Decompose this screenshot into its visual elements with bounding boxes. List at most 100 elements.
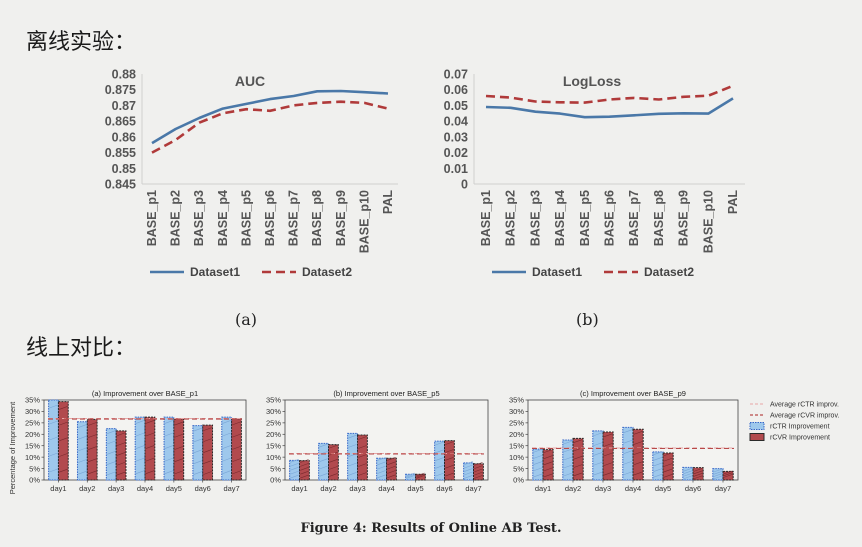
auc-x-tick: BASE_p1 xyxy=(145,190,159,246)
logloss-y-tick: 0.07 xyxy=(444,68,468,82)
logloss-x-tick: BASE_p7 xyxy=(627,190,641,246)
imp_p1-bar-hatch xyxy=(164,445,174,449)
imp_p1-y-tick: 10% xyxy=(25,453,40,462)
imp_p9-bar-hatch xyxy=(563,456,573,461)
imp_p9-bar-hatch xyxy=(633,451,643,455)
imp_p5-title: (b) Improvement over BASE_p5 xyxy=(333,389,439,398)
imp_p5-x-tick: day5 xyxy=(407,484,423,493)
imp_p1-bar-hatch xyxy=(87,470,97,475)
logloss-chart: 0 0.01 0.02 0.030.04 0.05 0.060.07 BASE_p1 BASE… xyxy=(444,68,745,279)
logloss-y-tick: 0.04 xyxy=(444,115,468,129)
imp_p9-bar-hatch xyxy=(693,475,703,480)
logloss-y-tick: 0.02 xyxy=(444,146,468,160)
imp_p9-bar-rcvr xyxy=(572,437,584,481)
imp_p5-y-tick: 0% xyxy=(270,476,281,485)
imp_p1-bar-hatch xyxy=(222,470,231,474)
imp_p9-bar-hatch xyxy=(723,472,733,476)
imp_p5-bar-hatch xyxy=(329,466,338,470)
imp_p1-bar-hatch xyxy=(87,422,97,426)
imp_p1-bar-hatch xyxy=(222,432,231,437)
imp_p5-bar-hatch xyxy=(445,472,454,477)
imp_p5-bar-hatch xyxy=(406,472,415,477)
imp_p5-y-tick: 35% xyxy=(266,396,281,405)
imp_p1-bar-hatch xyxy=(78,459,87,463)
imp_p1-bar-hatch xyxy=(87,446,97,450)
imp_p5-bar-rcvr xyxy=(386,457,397,481)
imp_p1-y-tick: 20% xyxy=(25,430,40,439)
imp_p9-bar-hatch xyxy=(563,464,573,469)
imp_p9-bar-rcvr xyxy=(542,449,554,481)
imp_p5-bar-hatch xyxy=(387,470,396,474)
logloss-y-tick: 0.06 xyxy=(444,83,468,97)
imp_p1-x-tick: day6 xyxy=(195,484,211,493)
logloss-y-tick: 0.05 xyxy=(444,99,468,113)
imp_p5-bar-hatch xyxy=(435,441,444,446)
auc-x-tick: BASE_p5 xyxy=(239,190,253,246)
imp_p9-bar-hatch xyxy=(653,462,663,467)
imp_p5-bar-hatch xyxy=(319,443,328,448)
imp_p5-bar-hatch xyxy=(445,464,454,469)
imp_p5-bar-hatch xyxy=(474,471,483,476)
imp_p5-bar-hatch xyxy=(435,449,444,454)
logloss-y-tick: 0 xyxy=(461,178,468,192)
improvement-p9-chart: 0% 5% 10% 15% 20% 25% 30% 35% day1 day2 day3 day4 da… xyxy=(509,389,739,493)
imp_p5-bar-hatch xyxy=(300,467,309,471)
imp_p5-bar-hatch xyxy=(474,468,483,473)
imp_p1-bar-hatch xyxy=(78,470,87,475)
imp_p1-bar-hatch xyxy=(135,470,145,474)
imp_p1-bar-rcvr xyxy=(57,401,69,481)
imp_p5-bar-hatch xyxy=(474,465,483,469)
imp_p5-x-tick: day4 xyxy=(378,484,394,493)
auc-y-tick: 0.865 xyxy=(105,115,136,129)
imp_p5-bar-hatch xyxy=(290,470,299,475)
imp_p9-bar-hatch xyxy=(593,442,603,446)
imp_p1-bar-hatch xyxy=(87,434,97,438)
imp_p1-bar-hatch xyxy=(135,445,145,449)
imp_p1-bar-hatch xyxy=(193,427,203,432)
imp_p9-bar-hatch xyxy=(633,431,643,435)
imp_p1-bar-hatch xyxy=(164,420,174,424)
imp_p1-bar-hatch xyxy=(59,453,68,457)
imp_p9-bar-hatch xyxy=(683,467,693,472)
imp_p5-bar-hatch xyxy=(464,461,473,465)
imp_p5-bar-hatch xyxy=(464,471,473,476)
imp_p5-bar-hatch xyxy=(377,474,386,479)
imp_p9-bar-hatch xyxy=(603,452,613,457)
imp_p9-y-tick: 5% xyxy=(513,464,524,473)
imp_p9-bar-hatch xyxy=(573,439,583,443)
offline-heading: 离线实验： xyxy=(26,30,137,55)
imp_p5-bar-hatch xyxy=(358,445,367,449)
logloss-series-dataset1 xyxy=(485,97,734,119)
imp_p5-bar-hatch xyxy=(319,458,328,462)
imp_p1-bar-hatch xyxy=(174,446,183,450)
imp_p9-bar-hatch xyxy=(633,471,643,476)
imp_p9-y-tick: 15% xyxy=(509,441,524,450)
imp_p9-bar-rctr xyxy=(592,430,604,481)
imp_p9-bar-hatch xyxy=(713,471,723,475)
imp_p9-bar-hatch xyxy=(663,474,673,478)
imp_p9-bar-hatch xyxy=(543,449,553,453)
imp_p1-bar-hatch xyxy=(116,471,126,476)
imp_p9-bar-hatch xyxy=(543,455,553,460)
auc-x-tick: BASE_p7 xyxy=(287,190,301,246)
imp_p1-bar-hatch xyxy=(107,440,116,445)
imp_p9-bar-hatch xyxy=(563,448,573,453)
imp_p9-bar-rcvr xyxy=(692,467,704,481)
imp_p1-bar-hatch xyxy=(222,457,231,462)
imp_p5-bar-hatch xyxy=(348,444,357,448)
imp_p9-bar-rctr xyxy=(652,451,664,481)
auc-title: AUC xyxy=(235,73,265,89)
imp_p1-bar-hatch xyxy=(174,421,183,426)
imp_p1-bar-hatch xyxy=(107,430,116,434)
imp_p1-bar-hatch xyxy=(78,447,87,452)
imp_p9-bar-hatch xyxy=(533,467,543,472)
imp_p1-x-tick: day5 xyxy=(166,484,182,493)
imp_p5-bar-hatch xyxy=(445,457,454,461)
imp_p9-y-tick: 20% xyxy=(509,430,524,439)
imp_p5-bar-hatch xyxy=(348,462,357,467)
imp_p1-x-tick: day7 xyxy=(223,484,239,493)
imp_p9-x-tick: day1 xyxy=(535,484,551,493)
imp_p5-bar-hatch xyxy=(290,466,299,471)
imp_p9-x-tick: day3 xyxy=(595,484,611,493)
imp_p5-x-tick: day1 xyxy=(291,484,307,493)
